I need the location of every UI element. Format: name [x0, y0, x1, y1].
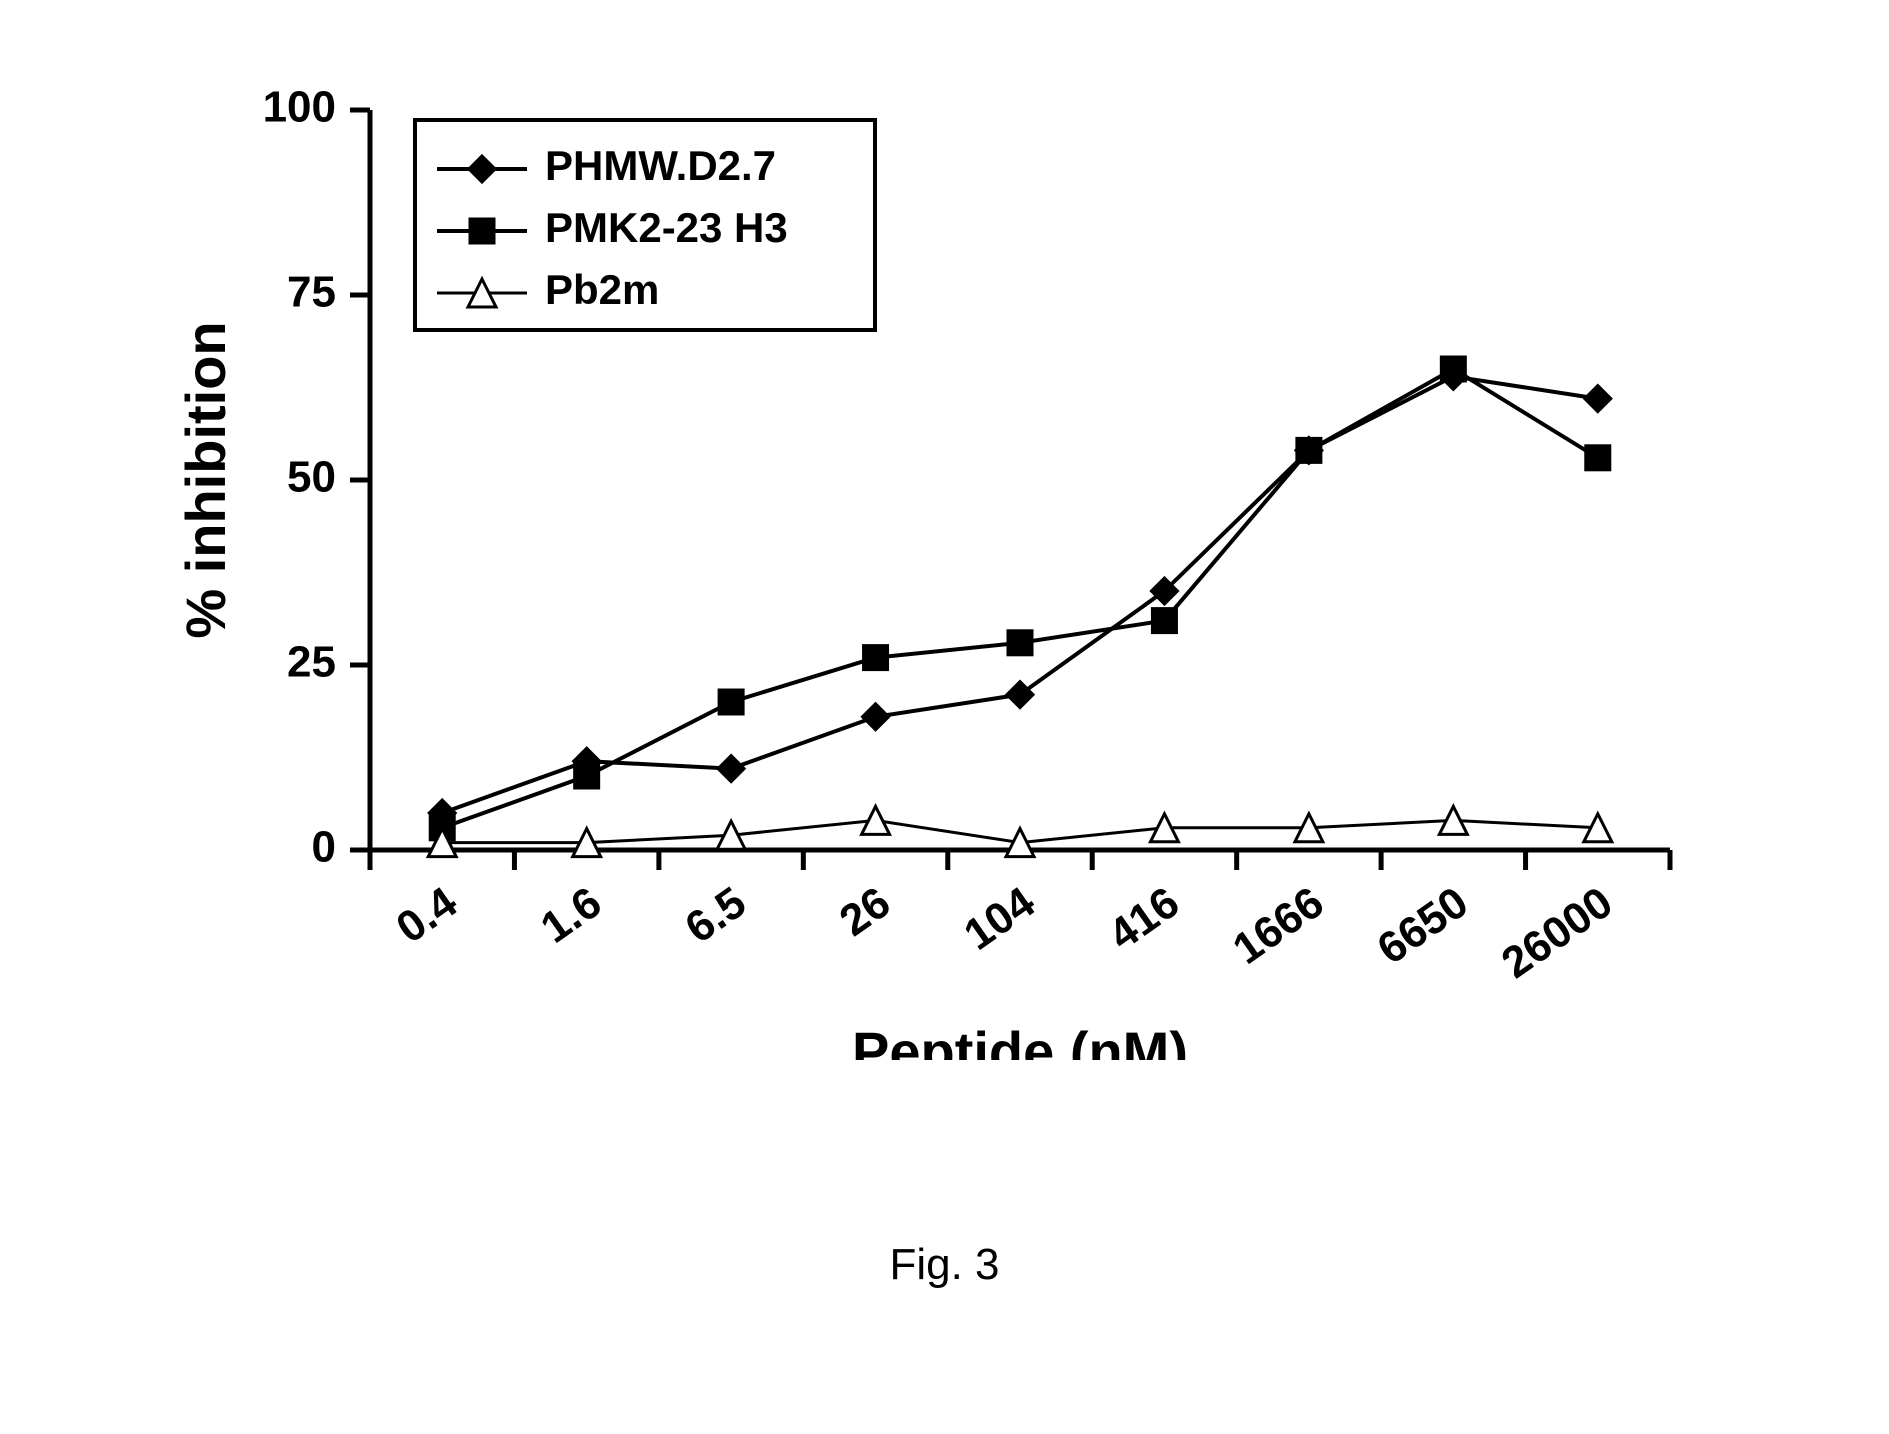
figure-caption: Fig. 3 [0, 1240, 1889, 1290]
inhibition-line-chart: 02550751000.41.66.5261044161666665026000… [140, 60, 1740, 1060]
legend: PHMW.D2.7 PMK2-23 H3 Pb2m [415, 120, 875, 330]
y-tick-label: 25 [287, 638, 336, 687]
legend-label: PHMW.D2.7 [545, 142, 776, 189]
y-tick-label: 75 [287, 268, 336, 317]
chart-container: 02550751000.41.66.5261044161666665026000… [140, 60, 1740, 1065]
page: 02550751000.41.66.5261044161666665026000… [0, 0, 1889, 1434]
legend-label: Pb2m [545, 266, 659, 313]
y-axis-label: % inhibition [174, 321, 237, 638]
y-tick-label: 100 [263, 83, 336, 132]
y-tick-label: 50 [287, 453, 336, 502]
legend-label: PMK2-23 H3 [545, 204, 788, 251]
y-tick-label: 0 [312, 823, 336, 872]
x-axis-label: Peptide (nM) [852, 1020, 1188, 1060]
